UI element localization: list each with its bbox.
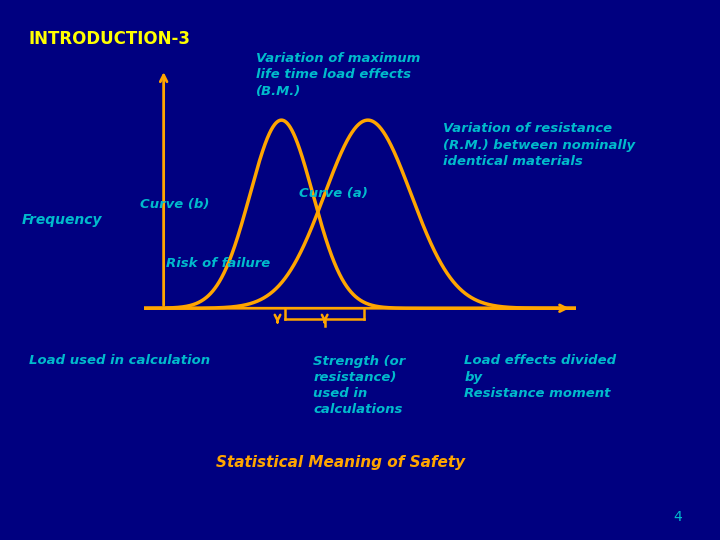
Text: Load used in calculation: Load used in calculation [29, 354, 210, 368]
Text: Resistance moment: Resistance moment [464, 387, 611, 400]
Text: Frequency: Frequency [22, 213, 102, 227]
Text: Strength (or: Strength (or [313, 354, 405, 368]
Text: Curve (a): Curve (a) [299, 187, 368, 200]
Text: used in: used in [313, 387, 367, 400]
Text: 4: 4 [673, 510, 682, 524]
Text: Variation of resistance: Variation of resistance [443, 122, 612, 136]
Text: calculations: calculations [313, 403, 402, 416]
Text: Variation of maximum: Variation of maximum [256, 52, 420, 65]
Text: Statistical Meaning of Safety: Statistical Meaning of Safety [216, 455, 465, 470]
Text: Load effects divided: Load effects divided [464, 354, 616, 368]
Text: (R.M.) between nominally: (R.M.) between nominally [443, 138, 635, 152]
Text: resistance): resistance) [313, 370, 397, 384]
Text: Curve (b): Curve (b) [140, 198, 210, 211]
Text: identical materials: identical materials [443, 154, 582, 168]
Text: Risk of failure: Risk of failure [166, 257, 270, 271]
Text: INTRODUCTION-3: INTRODUCTION-3 [29, 30, 191, 48]
Text: (B.M.): (B.M.) [256, 84, 301, 98]
Text: life time load effects: life time load effects [256, 68, 410, 82]
Text: by: by [464, 370, 482, 384]
